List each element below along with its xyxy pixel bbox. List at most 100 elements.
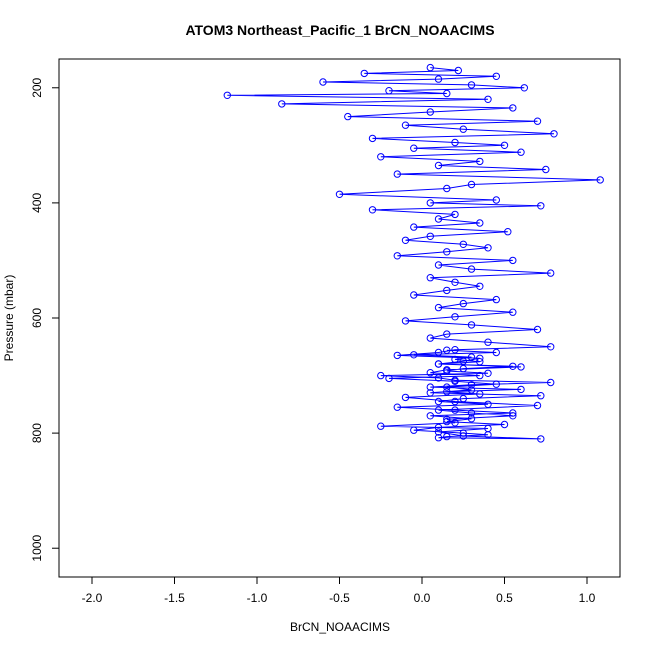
y-axis-label: Pressure (mbar) [2,275,16,362]
data-point [443,184,451,193]
data-point [426,389,434,397]
data-point [467,180,476,189]
data-point [492,295,500,304]
data-point [520,84,528,92]
data-point [401,121,410,129]
data-point [459,364,467,373]
data-point [484,424,492,433]
data-point [492,72,500,81]
x-axis: -2.0 -1.5 -1.0 -0.5 0.0 0.5 1.0 [82,577,596,605]
data-point [393,252,401,260]
data-point [467,409,476,417]
data-point [434,434,443,442]
data-point [451,210,459,219]
data-point [385,374,393,383]
series-line [227,67,601,440]
data-point [451,419,459,427]
data-point [547,378,555,387]
data-point [360,69,368,78]
data-point [426,63,434,72]
data-point [426,412,434,420]
data-point [410,144,418,152]
data-point [443,346,451,354]
data-point [385,87,393,95]
data-point [537,202,545,210]
data-point [278,100,286,108]
data-point [517,148,525,156]
data-point [335,190,344,199]
data-point [509,104,517,112]
data-point [533,325,542,334]
data-layer [223,63,604,443]
data-point [319,78,327,86]
data-point [467,81,476,89]
data-point [467,415,476,423]
data-point [500,141,509,150]
chart-title: ATOM3 Northeast_Pacific_1 BrCN_NOAACIMS [185,22,494,38]
data-point [443,432,451,441]
data-point [443,415,451,423]
data-point [443,286,451,295]
data-point [368,206,377,214]
data-point [509,412,517,420]
data-point [434,397,443,406]
data-point [443,417,451,426]
x-axis-label: BrCN_NOAACIMS [290,620,390,634]
data-point [459,299,467,308]
data-point [451,376,459,384]
x-tick-label: 0.0 [414,591,431,605]
data-point [393,351,401,360]
y-tick-label: 1000 [30,535,44,562]
data-point [537,392,545,400]
data-point [467,321,476,329]
data-point [451,406,459,414]
data-point [517,385,525,394]
data-point [596,176,604,184]
y-tick-label: 200 [30,77,44,97]
data-point [484,338,492,346]
x-tick-label: 1.0 [579,591,596,605]
data-point [459,357,467,365]
data-point [426,369,434,377]
data-point [454,66,462,75]
data-point [377,371,385,380]
data-point [542,165,550,174]
y-axis: 200 400 600 800 1000 [30,77,59,562]
data-point [451,138,459,147]
data-point [443,388,451,396]
data-point [377,153,385,161]
data-point [443,383,451,391]
data-point [509,362,517,370]
data-point [467,353,476,361]
data-point [377,422,385,430]
data-point [484,244,492,252]
data-point [434,374,443,382]
data-point [476,390,484,398]
data-point [410,223,418,231]
data-point [426,108,434,116]
data-point [434,360,443,368]
data-point [393,403,401,411]
data-point [368,134,377,143]
data-point [401,317,410,325]
data-point [426,199,434,207]
series-points [223,63,604,443]
data-point [451,355,459,364]
data-point [476,219,484,227]
data-point [451,346,459,354]
x-tick-label: -2.0 [82,591,103,605]
data-point [459,429,467,437]
data-point [476,282,484,290]
data-point [443,248,451,256]
data-point [451,313,459,321]
data-point [426,383,434,391]
x-tick-label: -1.0 [247,591,268,605]
data-point [537,435,545,443]
data-point [401,393,410,402]
data-point [476,371,484,380]
data-point [492,348,500,357]
data-point [410,351,418,359]
data-point [434,161,443,170]
x-tick-label: -0.5 [329,591,350,605]
